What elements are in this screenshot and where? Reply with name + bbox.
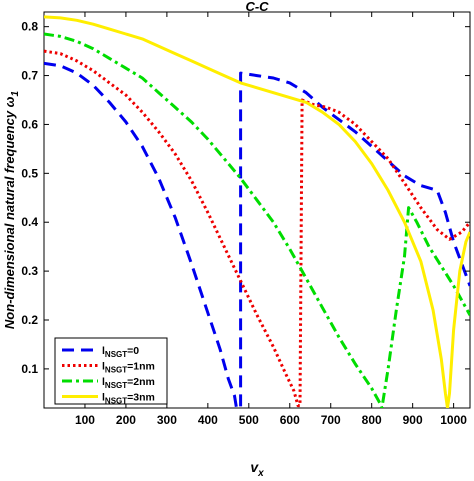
y-tick-label: 0.3 <box>21 264 38 278</box>
chart-title: C-C <box>245 0 269 14</box>
series-line-2 <box>44 49 470 408</box>
series-line-4 <box>44 15 470 408</box>
x-tick-label: 800 <box>362 413 382 427</box>
x-tick-label: 700 <box>321 413 341 427</box>
x-axis-ticks: 100 200 300 400 500 600 700 800 900 1000 <box>75 12 467 427</box>
legend-entry-label: lNSGT=1nm <box>102 361 155 375</box>
x-tick-label: 300 <box>157 413 177 427</box>
x-tick-label: 500 <box>239 413 259 427</box>
legend-entry-label: lNSGT=2nm <box>102 376 155 390</box>
x-tick-label: 100 <box>75 413 95 427</box>
series-line-1 <box>44 61 470 408</box>
x-axis-label: vx <box>250 459 264 479</box>
y-tick-label: 0.5 <box>21 166 38 180</box>
y-tick-label: 0.4 <box>21 215 38 229</box>
series-layer <box>44 15 470 408</box>
x-tick-label: 200 <box>116 413 136 427</box>
y-tick-label: 0.7 <box>21 69 38 83</box>
y-tick-label: 0.1 <box>21 362 38 376</box>
x-tick-label: 600 <box>280 413 300 427</box>
legend-entry-label: lNSGT=3nm <box>102 392 155 406</box>
y-tick-label: 0.8 <box>21 20 38 34</box>
legend-entry-label: lNSGT=0 <box>102 345 139 359</box>
y-tick-label: 0.6 <box>21 117 38 131</box>
y-tick-label: 0.2 <box>21 313 38 327</box>
x-tick-label: 400 <box>198 413 218 427</box>
y-axis-label: Non-dimensional natural frequency ω1 <box>2 90 21 329</box>
y-axis-ticks: 0.1 0.2 0.3 0.4 0.5 0.6 0.7 0.8 <box>21 20 470 376</box>
x-tick-label: 900 <box>403 413 423 427</box>
x-tick-label: 1000 <box>440 413 467 427</box>
